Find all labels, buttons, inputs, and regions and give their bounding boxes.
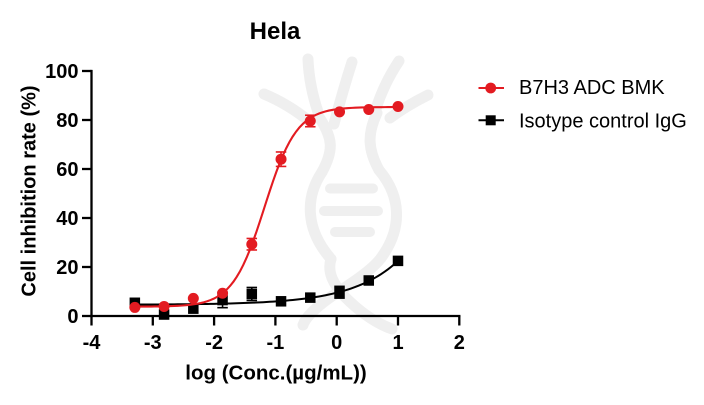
svg-text:log (Conc.(µg/mL)): log (Conc.(µg/mL)) xyxy=(185,362,366,385)
svg-text:-2: -2 xyxy=(205,332,223,354)
svg-text:Hela: Hela xyxy=(250,18,301,45)
svg-text:20: 20 xyxy=(56,257,78,279)
svg-text:-3: -3 xyxy=(144,332,162,354)
svg-text:40: 40 xyxy=(56,208,78,230)
svg-text:2: 2 xyxy=(454,332,465,354)
svg-text:0: 0 xyxy=(331,332,342,354)
svg-text:Isotype control IgG: Isotype control IgG xyxy=(519,111,687,133)
svg-text:60: 60 xyxy=(56,159,78,181)
svg-text:80: 80 xyxy=(56,110,78,132)
svg-text:Cell inhibition rate (%): Cell inhibition rate (%) xyxy=(19,85,41,296)
svg-text:100: 100 xyxy=(45,61,78,83)
svg-text:-4: -4 xyxy=(83,332,102,354)
svg-text:1: 1 xyxy=(392,332,403,354)
svg-text:0: 0 xyxy=(67,306,78,328)
svg-text:-1: -1 xyxy=(267,332,285,354)
svg-text:B7H3 ADC BMK: B7H3 ADC BMK xyxy=(519,77,665,99)
